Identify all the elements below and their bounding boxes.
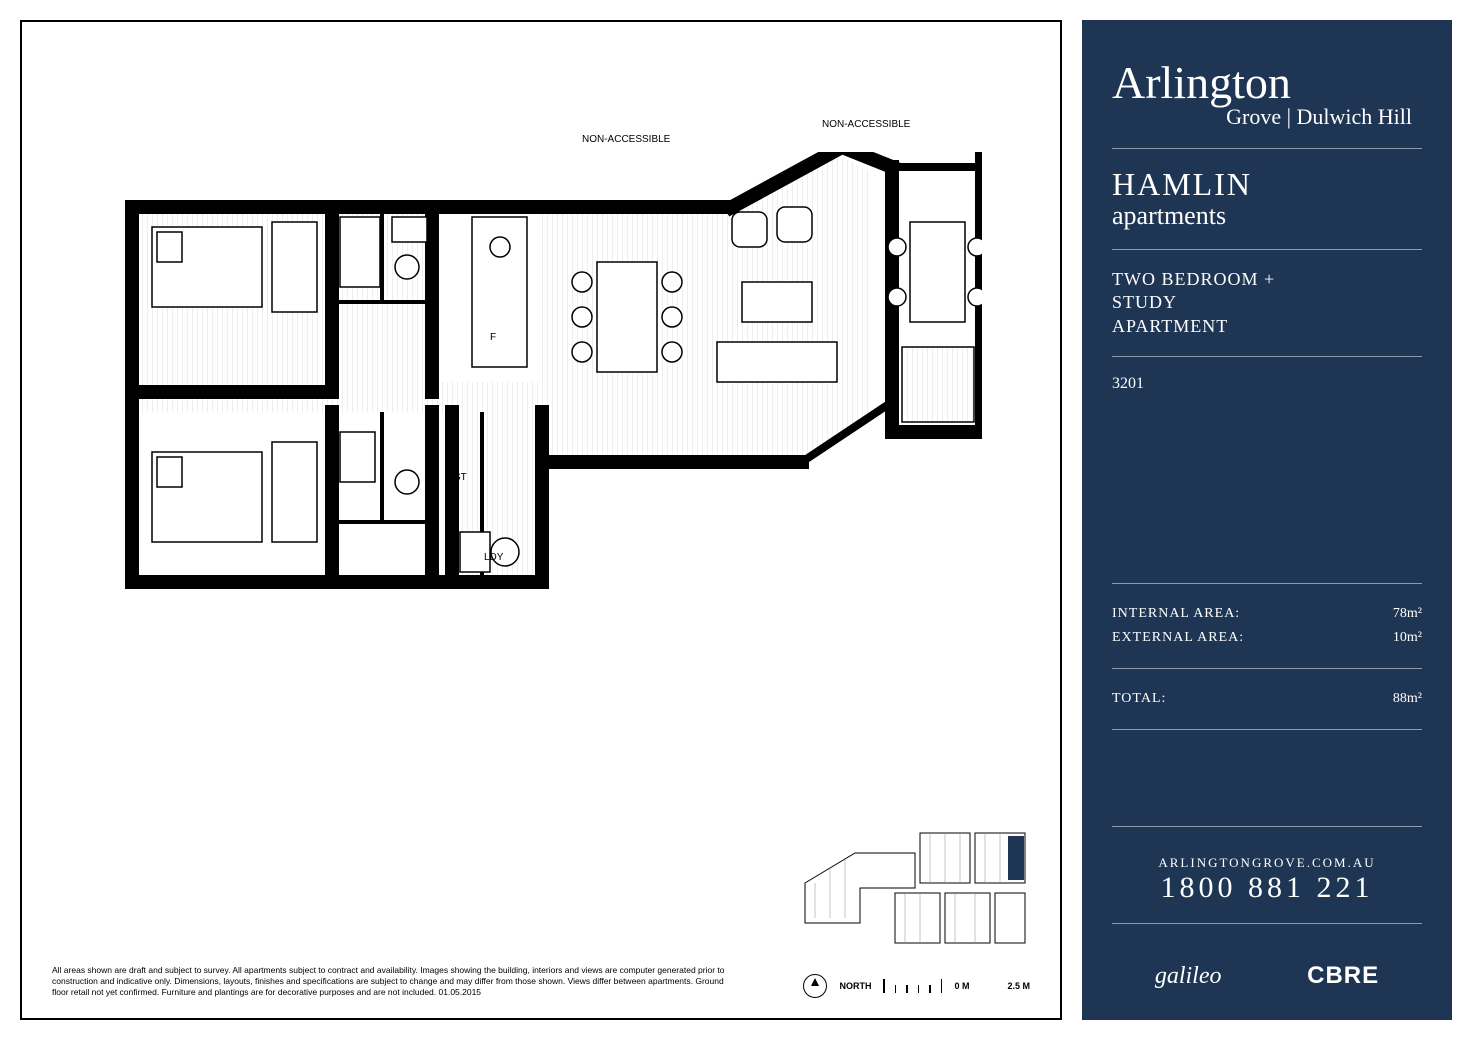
disclaimer-text: All areas shown are draft and subject to… xyxy=(52,965,740,998)
label-f: F xyxy=(490,332,496,343)
divider xyxy=(1112,923,1422,924)
area-internal-row: INTERNAL AREA: 78m² xyxy=(1112,602,1422,626)
side-panel: Arlington Grove | Dulwich Hill HAMLIN ap… xyxy=(1082,20,1452,1020)
building-name: HAMLIN xyxy=(1112,167,1422,202)
area-internal-value: 78m² xyxy=(1393,606,1422,622)
north-label: NORTH xyxy=(839,981,871,991)
divider xyxy=(1112,356,1422,357)
brand-name: Arlington xyxy=(1112,60,1422,106)
area-internal-label: INTERNAL AREA: xyxy=(1112,606,1240,622)
main-panel: NON-ACCESSIBLE NON-ACCESSIBLE F ST LDY N… xyxy=(20,20,1062,1020)
area-total-value: 88m² xyxy=(1393,691,1422,707)
area-external-row: EXTERNAL AREA: 10m² xyxy=(1112,626,1422,650)
divider xyxy=(1112,583,1422,584)
apartment-type: TWO BEDROOM + STUDY APARTMENT xyxy=(1112,268,1422,338)
divider xyxy=(1112,729,1422,730)
scale-ticks xyxy=(883,979,942,993)
area-external-value: 10m² xyxy=(1393,630,1422,646)
key-plan xyxy=(800,828,1030,948)
area-total-label: TOTAL: xyxy=(1112,691,1166,707)
area-external-label: EXTERNAL AREA: xyxy=(1112,630,1244,646)
label-non-accessible-2: NON-ACCESSIBLE xyxy=(822,119,910,130)
label-non-accessible-1: NON-ACCESSIBLE xyxy=(582,134,670,145)
building-sub: apartments xyxy=(1112,202,1422,231)
brand-block: Arlington Grove | Dulwich Hill xyxy=(1112,60,1422,130)
contact-phone: 1800 881 221 xyxy=(1112,871,1422,905)
unit-number: 3201 xyxy=(1112,375,1422,393)
logo-cbre: CBRE xyxy=(1307,962,1379,990)
logo-galileo: galileo xyxy=(1155,963,1222,990)
label-st: ST xyxy=(454,472,467,483)
contact-url: ARLINGTONGROVE.COM.AU xyxy=(1112,855,1422,871)
scale-max: 2.5 M xyxy=(1007,981,1030,991)
partner-logos: galileo CBRE xyxy=(1112,962,1422,990)
area-total-row: TOTAL: 88m² xyxy=(1112,687,1422,711)
north-icon xyxy=(803,974,827,998)
scale-min: 0 M xyxy=(954,981,969,991)
divider xyxy=(1112,826,1422,827)
divider xyxy=(1112,148,1422,149)
label-ldy: LDY xyxy=(484,552,503,563)
floorplan-diagram xyxy=(102,152,982,602)
scale-block: NORTH 0 M 2.5 M xyxy=(803,974,1030,998)
divider xyxy=(1112,668,1422,669)
divider xyxy=(1112,249,1422,250)
